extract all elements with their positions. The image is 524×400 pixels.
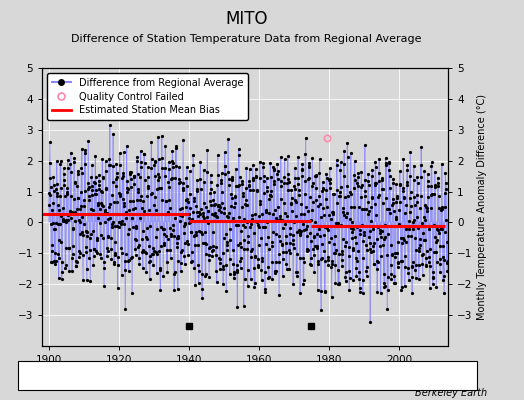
Text: Berkeley Earth: Berkeley Earth [415, 388, 487, 398]
Text: ■: ■ [356, 370, 366, 381]
Text: Time of Obs. Change: Time of Obs. Change [236, 371, 330, 380]
Text: Station Move: Station Move [39, 371, 99, 380]
Text: Difference of Station Temperature Data from Regional Average: Difference of Station Temperature Data f… [71, 34, 421, 44]
Text: ▼: ▼ [223, 370, 231, 381]
Text: Record Gap: Record Gap [141, 371, 194, 380]
Text: ◆: ◆ [26, 370, 34, 381]
Text: Empirical Break: Empirical Break [369, 371, 441, 380]
Text: MITO: MITO [225, 10, 268, 28]
Text: ▲: ▲ [128, 370, 136, 381]
Legend: Difference from Regional Average, Quality Control Failed, Estimated Station Mean: Difference from Regional Average, Qualit… [47, 73, 248, 120]
Y-axis label: Monthly Temperature Anomaly Difference (°C): Monthly Temperature Anomaly Difference (… [477, 94, 487, 320]
